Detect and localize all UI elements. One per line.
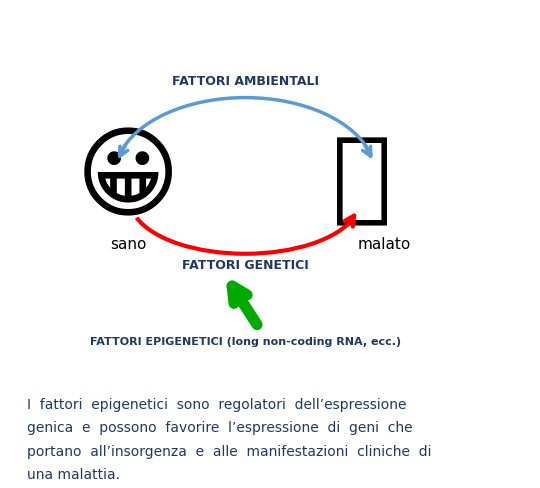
Text: FATTORI AMBIENTALI: FATTORI AMBIENTALI xyxy=(172,75,319,88)
Text: sano: sano xyxy=(110,237,146,252)
Text: genica  e  possono  favorire  l’espressione  di  geni  che: genica e possono favorire l’espressione … xyxy=(26,421,412,435)
Text: 😀: 😀 xyxy=(76,132,180,229)
Text: portano  all’insorgenza  e  alle  manifestazioni  cliniche  di: portano all’insorgenza e alle manifestaz… xyxy=(26,445,431,459)
Text: 🤒: 🤒 xyxy=(333,132,393,229)
Text: FATTORI GENETICI: FATTORI GENETICI xyxy=(182,259,308,272)
Text: I  fattori  epigenetici  sono  regolatori  dell’espressione: I fattori epigenetici sono regolatori de… xyxy=(26,398,406,412)
Text: malato: malato xyxy=(357,237,410,252)
Text: una malattia.: una malattia. xyxy=(26,468,120,482)
Text: FATTORI EPIGENETICI (long non-coding RNA, ecc.): FATTORI EPIGENETICI (long non-coding RNA… xyxy=(90,337,401,346)
